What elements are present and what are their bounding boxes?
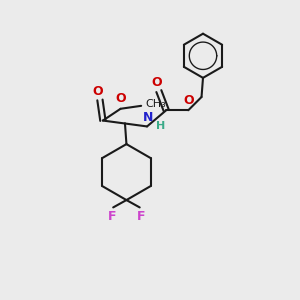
Text: F: F <box>137 210 146 224</box>
Text: O: O <box>184 94 194 107</box>
Text: CH₃: CH₃ <box>146 99 166 110</box>
Text: O: O <box>151 76 162 89</box>
Text: O: O <box>115 92 126 105</box>
Text: N: N <box>143 111 154 124</box>
Text: F: F <box>107 210 116 224</box>
Text: H: H <box>157 121 166 131</box>
Text: O: O <box>92 85 103 98</box>
